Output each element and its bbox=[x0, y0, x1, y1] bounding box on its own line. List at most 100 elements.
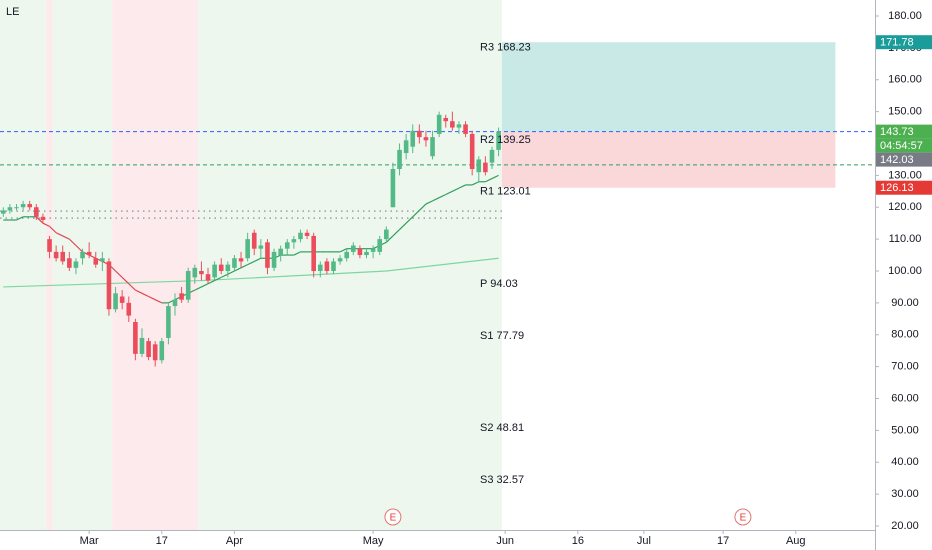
x-tick-label: Aug bbox=[786, 535, 806, 547]
pivot-label: R1 123.01 bbox=[480, 186, 531, 198]
candle-body bbox=[258, 245, 264, 249]
y-tick-label: 70.00 bbox=[891, 361, 919, 373]
fast-ma-segment bbox=[135, 289, 143, 294]
candle-body bbox=[185, 271, 191, 300]
fast-ma-segment bbox=[148, 295, 156, 301]
price-label-box bbox=[876, 35, 932, 50]
candle-body bbox=[192, 267, 198, 278]
y-tick-label: 130.00 bbox=[888, 169, 922, 181]
earnings-label: E bbox=[390, 513, 397, 524]
candle-body bbox=[317, 264, 323, 271]
pivot-name: S1 bbox=[480, 330, 493, 342]
candle-body bbox=[100, 258, 105, 262]
candle-body bbox=[417, 130, 422, 138]
fast-ma-segment bbox=[121, 276, 130, 285]
pivot-label: S1 77.79 bbox=[480, 330, 524, 342]
candle-body bbox=[278, 248, 283, 256]
background-zone bbox=[0, 0, 47, 530]
candle-body bbox=[423, 137, 429, 141]
fast-ma-segment bbox=[293, 251, 301, 256]
candle-body bbox=[113, 293, 118, 310]
plot-area: R3 168.23 R2 139.25 R1 123.01 P 94.03 S1 77.… bbox=[0, 0, 875, 530]
candle-body bbox=[436, 114, 442, 134]
fast-ma-segment bbox=[16, 216, 24, 221]
candle-body bbox=[146, 341, 151, 358]
price-label-box bbox=[876, 152, 932, 167]
fast-ma-segment bbox=[128, 283, 136, 291]
candle-body bbox=[469, 133, 475, 169]
candle-body bbox=[126, 302, 132, 316]
candle-body bbox=[238, 258, 244, 262]
candle-body bbox=[133, 322, 138, 354]
candle-body bbox=[410, 130, 416, 147]
fast-ma-segment bbox=[42, 222, 50, 227]
candle-body bbox=[476, 159, 482, 173]
candle-body bbox=[218, 264, 224, 271]
pivot-value: 168.23 bbox=[497, 41, 531, 53]
fast-ma-segment bbox=[55, 232, 63, 237]
y-tick-label: 150.00 bbox=[888, 106, 922, 118]
candle-body bbox=[1, 210, 6, 214]
fast-ma-segment bbox=[227, 270, 235, 275]
price-label: 142.03 bbox=[880, 154, 914, 166]
fast-ma-segment bbox=[154, 299, 163, 304]
candle-body bbox=[284, 242, 290, 249]
y-tick-label: 160.00 bbox=[888, 74, 922, 86]
pivot-value: 123.01 bbox=[497, 186, 531, 198]
pivot-value: 94.03 bbox=[490, 278, 518, 290]
fast-ma-segment bbox=[385, 235, 394, 243]
candle-body bbox=[159, 341, 165, 361]
earnings-marker bbox=[384, 508, 402, 526]
candle-body bbox=[298, 232, 303, 240]
fast-ma-segment bbox=[207, 280, 215, 285]
profit-zone bbox=[501, 42, 836, 132]
y-tick-label: 120.00 bbox=[888, 201, 922, 213]
price-label: 143.73 bbox=[880, 126, 914, 138]
pivot-value: 77.79 bbox=[497, 330, 525, 342]
candle-body bbox=[86, 251, 92, 256]
price-label-box bbox=[876, 180, 932, 195]
fast-ma-segment bbox=[412, 210, 420, 218]
candle-body bbox=[80, 251, 85, 259]
candle-body bbox=[205, 274, 211, 281]
candle-body bbox=[357, 248, 363, 256]
earnings-label: E bbox=[740, 513, 747, 524]
candle-body bbox=[47, 239, 52, 252]
fast-ma-segment bbox=[240, 264, 248, 269]
candle-body bbox=[166, 306, 171, 338]
candle-body bbox=[370, 248, 376, 252]
pivot-label: S2 48.81 bbox=[480, 422, 524, 434]
candle-body bbox=[225, 264, 231, 271]
candle-body bbox=[73, 261, 79, 268]
earnings-marker bbox=[734, 508, 752, 526]
candle-body bbox=[397, 149, 402, 169]
fast-ma-segment bbox=[253, 257, 262, 262]
candle-body bbox=[463, 124, 468, 134]
y-tick-label: 180.00 bbox=[888, 10, 922, 22]
slow-ma bbox=[3, 257, 499, 288]
fast-ma-segment bbox=[194, 286, 202, 291]
countdown-box bbox=[876, 138, 932, 153]
pivot-name: S2 bbox=[480, 422, 493, 434]
candle-body bbox=[304, 232, 310, 236]
candle-body bbox=[67, 258, 72, 268]
candle-body bbox=[14, 207, 19, 209]
candle-body bbox=[106, 261, 112, 310]
fast-ma-segment bbox=[392, 229, 400, 237]
candle-body bbox=[324, 261, 330, 271]
candle-body bbox=[443, 118, 449, 122]
background-zone bbox=[52, 0, 113, 530]
candle-body bbox=[93, 258, 99, 265]
fast-ma-segment bbox=[452, 187, 460, 192]
fast-ma-segment bbox=[220, 273, 229, 278]
fast-ma-segment bbox=[35, 216, 44, 224]
candle-body bbox=[291, 239, 297, 243]
background-zone bbox=[198, 0, 502, 530]
fast-ma-segment bbox=[438, 193, 447, 199]
candle-body bbox=[337, 258, 343, 262]
price-label: 126.13 bbox=[880, 182, 914, 194]
candle-body bbox=[251, 232, 257, 249]
fast-ma-segment bbox=[339, 248, 347, 253]
x-tick-label: 16 bbox=[572, 535, 584, 547]
fast-ma-segment bbox=[247, 260, 255, 266]
